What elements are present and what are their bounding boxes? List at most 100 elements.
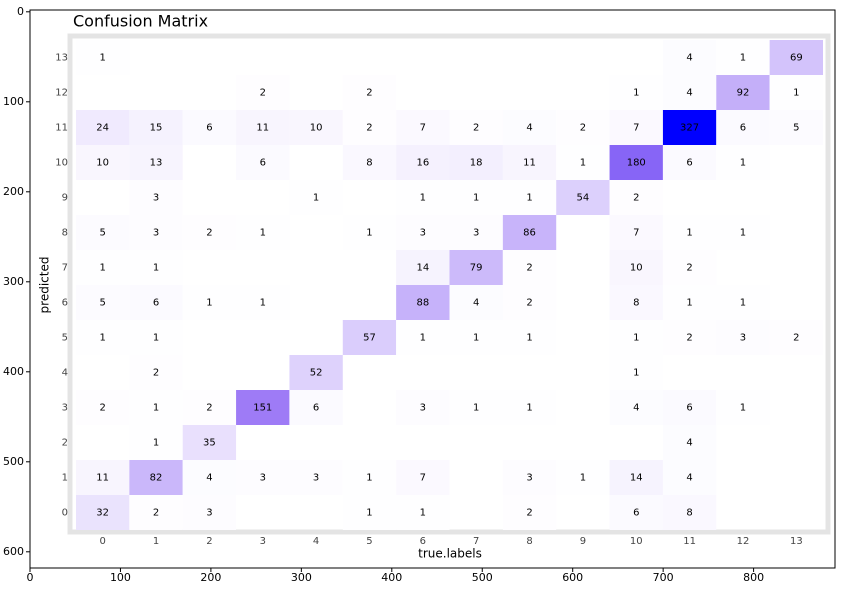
heatmap-cell: [662, 40, 717, 75]
heatmap-cell: [342, 215, 397, 250]
heatmap-cell: [769, 110, 823, 145]
heatmap-cell: [342, 110, 397, 145]
x-axis-label: true.labels: [418, 547, 482, 561]
cell-label: 1: [740, 298, 746, 309]
heatmap-cell: [716, 320, 770, 355]
x-tick-label: 800: [743, 571, 764, 584]
heatmap-cell: [716, 145, 770, 180]
cell-label: 2: [686, 263, 692, 274]
heatmap-cell: [769, 40, 823, 75]
heatmap-cell: [396, 460, 450, 495]
cell-label: 7: [633, 228, 639, 239]
cell-label: 2: [366, 88, 372, 99]
cell-label: 3: [420, 228, 426, 239]
heatmap-cell: [716, 110, 770, 145]
heatmap-cell: [449, 145, 503, 180]
cell-label: 8: [633, 298, 639, 309]
cell-label: 88: [416, 298, 429, 309]
cell-label: 10: [96, 158, 109, 169]
x-tick-label: 5: [366, 536, 372, 547]
heatmap-cell: [129, 145, 183, 180]
cell-label: 1: [420, 193, 426, 204]
heatmap-cell: [609, 390, 663, 425]
heatmap-cell: [129, 110, 183, 145]
heatmap-cell: [609, 285, 663, 320]
heatmap-cell: [236, 110, 290, 145]
y-tick-label: 9: [62, 193, 68, 204]
heatmap-cell: [662, 425, 717, 460]
x-tick-label: 6: [420, 536, 426, 547]
cell-label: 1: [740, 403, 746, 414]
cell-label: 15: [150, 123, 163, 134]
heatmap-cell: [609, 110, 663, 145]
y-tick-label: 5: [62, 333, 68, 344]
heatmap-cell: [662, 320, 717, 355]
heatmap-cell: [769, 320, 823, 355]
cell-label: 3: [206, 508, 212, 519]
cell-label: 14: [630, 473, 643, 484]
cell-label: 35: [203, 438, 216, 449]
cell-label: 3: [260, 473, 266, 484]
heatmap-cell: [502, 215, 557, 250]
cell-label: 79: [470, 263, 483, 274]
cell-label: 1: [793, 88, 799, 99]
heatmap-cell: [236, 215, 290, 250]
cell-label: 4: [686, 438, 692, 449]
y-tick-label: 0: [62, 508, 68, 519]
y-tick-label: 12: [55, 88, 68, 99]
heatmap-cell: [449, 215, 503, 250]
heatmap-cell: [449, 390, 503, 425]
heatmap-cell: [609, 75, 663, 110]
y-tick-label: 500: [3, 455, 24, 468]
heatmap-cell: [609, 460, 663, 495]
cell-label: 4: [633, 403, 639, 414]
cell-label: 5: [99, 298, 105, 309]
cell-label: 6: [633, 508, 639, 519]
cell-label: 1: [153, 263, 159, 274]
heatmap-cell: [236, 75, 290, 110]
heatmap-cell: [289, 355, 343, 390]
cell-label: 11: [256, 123, 269, 134]
heatmap-cell: [129, 250, 183, 285]
cell-label: 1: [580, 473, 586, 484]
heatmap-cell: [76, 390, 130, 425]
cell-label: 14: [416, 263, 429, 274]
cell-label: 2: [366, 123, 372, 134]
x-tick-label: 2: [206, 536, 212, 547]
cell-label: 69: [790, 53, 803, 64]
heatmap-cell: [129, 320, 183, 355]
y-tick-label: 2: [62, 438, 68, 449]
y-tick-label: 7: [62, 263, 68, 274]
heatmap-cell: [129, 425, 183, 460]
cell-label: 2: [526, 298, 532, 309]
heatmap-cell: [129, 355, 183, 390]
cell-label: 6: [260, 158, 266, 169]
cell-label: 1: [366, 508, 372, 519]
cell-label: 2: [206, 403, 212, 414]
x-tick-label: 7: [473, 536, 479, 547]
x-tick-label: 0: [27, 571, 34, 584]
cell-label: 1: [260, 228, 266, 239]
heatmap-cell: [129, 285, 183, 320]
heatmap-cell: [236, 460, 290, 495]
heatmap-cell: [716, 390, 770, 425]
y-tick-label: 300: [3, 275, 24, 288]
x-tick-label: 400: [381, 571, 402, 584]
cell-label: 7: [420, 473, 426, 484]
cell-label: 4: [206, 473, 212, 484]
heatmap-cell: [129, 495, 183, 530]
heatmap-cell: [502, 495, 557, 530]
heatmap-cell: [662, 495, 717, 530]
heatmap-cell: [662, 460, 717, 495]
cell-label: 2: [260, 88, 266, 99]
cell-label: 4: [473, 298, 479, 309]
cell-label: 327: [680, 123, 699, 134]
heatmap-cell: [556, 460, 610, 495]
cell-label: 1: [633, 88, 639, 99]
heatmap-cell: [182, 495, 237, 530]
heatmap-cell: [396, 145, 450, 180]
cell-label: 5: [793, 123, 799, 134]
cell-label: 1: [526, 193, 532, 204]
cell-label: 3: [153, 228, 159, 239]
